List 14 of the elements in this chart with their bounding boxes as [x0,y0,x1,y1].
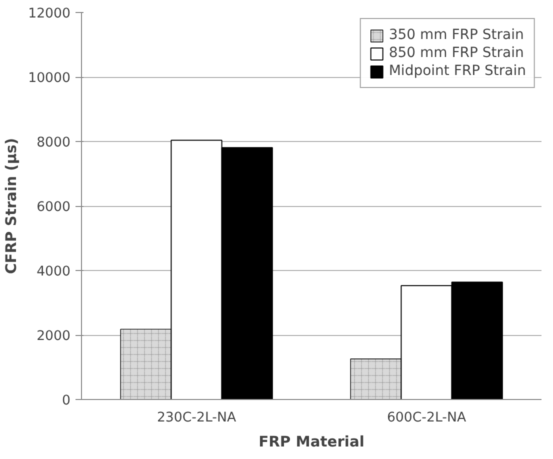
legend-label: 850 mm FRP Strain [388,45,524,61]
y-tick-label: 6000 [36,200,71,215]
legend-label: Midpoint FRP Strain [388,63,526,79]
y-tick-label: 8000 [36,136,71,150]
legend-label: 350 mm FRP Strain [388,27,524,43]
y-tick-label: 12000 [28,6,71,22]
x-axis-title: FRP Material [258,434,364,450]
y-tick-label: 0 [62,394,71,408]
x-tick-label: 230C-2L-NA [156,410,236,426]
y-tick-label: 2000 [36,329,71,344]
y-tick-label: 4000 [36,264,71,280]
y-tick-label: 10000 [28,71,71,86]
x-tick-label: 600C-2L-NA [386,410,466,426]
y-axis-title: CFRP Strain (µs) [3,138,20,274]
